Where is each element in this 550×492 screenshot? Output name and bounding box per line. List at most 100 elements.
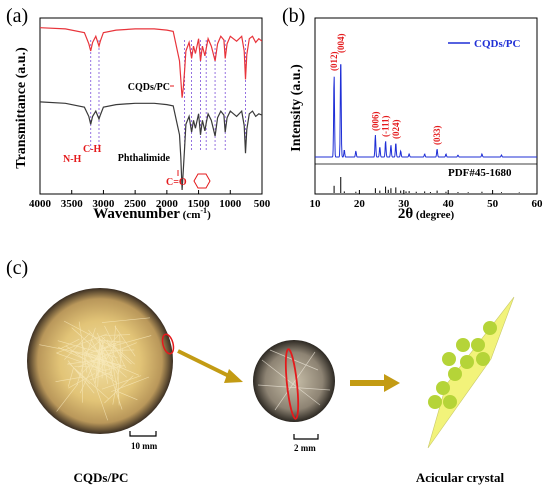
panel-label-c: (c): [6, 257, 28, 279]
crystal-dot-5: [442, 352, 456, 366]
fibre-strand: [111, 325, 116, 375]
crystal-dot-7: [436, 381, 450, 395]
fibre-strand: [102, 334, 131, 336]
fibre-strand: [111, 376, 150, 392]
fibre-strand: [101, 365, 125, 372]
peak-label-1: (004): [336, 34, 346, 54]
panel-a-label-top: CQDs/PC: [128, 82, 170, 93]
crystal-dot-4: [460, 355, 474, 369]
fibre-strand: [97, 337, 101, 387]
fibre-strand: [90, 360, 112, 367]
fibre-strand: [94, 342, 101, 384]
series-line-cqds-pc: [40, 27, 262, 98]
x-tick-label-b-5: 60: [532, 198, 544, 210]
fibre-strand: [101, 375, 142, 390]
x-tick-label-a-0: 4000: [29, 198, 52, 210]
fibre-strand: [99, 341, 114, 380]
fibre-strand: [111, 359, 120, 404]
x-tick-label-b-3: 40: [443, 198, 455, 210]
panel-label-a: (a): [6, 5, 28, 27]
series-line-phthalimide: [40, 101, 262, 191]
x-tick-label-b-1: 20: [354, 198, 366, 210]
fibre-strand: [71, 327, 107, 359]
fibre-strand: [60, 338, 80, 349]
fibre-strand: [88, 329, 116, 363]
fibre-strand: [109, 373, 123, 410]
fibre-strand: [58, 347, 88, 361]
panel-b-ylabel: Intensity (a.u.): [289, 64, 304, 152]
scale-label-10mm: 10 mm: [131, 441, 158, 451]
annotation-arrows: [170, 85, 179, 176]
annotation-nh: N-H: [63, 154, 82, 165]
x-tick-label-a-3: 2500: [124, 198, 147, 210]
fibre-strand: [68, 367, 74, 387]
fibre-strand: [106, 339, 135, 365]
x-tick-label-a-5: 1500: [188, 198, 211, 210]
x-tick-label-a-6: 1000: [219, 198, 242, 210]
fibre-strand: [68, 362, 109, 400]
fibre-strand: [69, 350, 122, 366]
panel-b-xrd-chart: 10 20 30 40 50 60 (012)(004) (006) (-111) (024) (0…: [310, 17, 544, 210]
crystal-dot-0: [483, 321, 497, 335]
acicular-crystal-diagram: [427, 296, 515, 449]
photo-cqds-pc: [27, 288, 175, 434]
photo-magnified: [253, 340, 335, 422]
fibre-strand: [93, 349, 135, 352]
peak-label-0: (012): [329, 52, 339, 72]
benzene-ring-icon: [193, 173, 211, 189]
pdf-label: PDF#45-1680: [448, 167, 512, 179]
x-tick-label-a-7: 500: [254, 198, 271, 210]
caption-cqds-pc: CQDs/PC: [74, 470, 129, 485]
peak-label-2: (006): [370, 112, 380, 132]
panel-a-label-bottom: Phthalimide: [118, 153, 171, 164]
fibre-strand: [83, 351, 117, 371]
panel-b-frame: [314, 17, 538, 195]
peak-label-4: (024): [391, 120, 401, 140]
panel-b-legend: CQDs/PC: [448, 38, 521, 50]
x-tick-label-a-1: 3500: [61, 198, 84, 210]
fibre-strand: [76, 327, 96, 385]
peak-label-5: (033): [432, 126, 442, 146]
x-tick-label-a-4: 2000: [156, 198, 179, 210]
crystal-dot-6: [448, 367, 462, 381]
fibre-strand: [92, 368, 114, 377]
peak-label-3: (-111): [381, 115, 391, 137]
fibre-strand: [117, 391, 138, 401]
annotation-co: C=O: [166, 177, 187, 188]
crystal-dot-8: [443, 395, 457, 409]
fibre-strand: [89, 372, 111, 381]
scale-bar-10mm: [129, 431, 157, 437]
x-tick-label-b-4: 50: [487, 198, 499, 210]
fibre-strand: [63, 320, 116, 349]
fibre-strand: [96, 332, 119, 376]
fibre-strand: [74, 368, 91, 385]
arrow-1-icon: [177, 349, 243, 383]
scale-bar-2mm: [293, 434, 319, 440]
series-line-cqds-pc-xrd: [315, 64, 537, 158]
crystal-dot-2: [476, 352, 490, 366]
legend-label: CQDs/PC: [474, 38, 521, 50]
panel-a-ylabel: Transmittance (a.u.): [14, 47, 29, 169]
crystal-dot-9: [428, 395, 442, 409]
fibre-strand: [91, 353, 113, 368]
caption-acicular-crystal: Acicular crystal: [416, 470, 505, 485]
crystal-dot-1: [471, 338, 485, 352]
fibre-strand: [56, 383, 79, 412]
fibre-strand: [77, 342, 137, 368]
fibre-strand: [55, 376, 85, 382]
fibre-strand: [104, 325, 126, 369]
x-tick-label-b-2: 30: [398, 198, 410, 210]
fibre-strand: [119, 335, 121, 360]
panel-a-frame: [39, 17, 263, 195]
crystal-dot-3: [456, 338, 470, 352]
fibre-strand: [101, 317, 151, 323]
panel-a-xlabel: Wavenumber (cm-1): [93, 206, 211, 222]
fibre-strand: [96, 335, 152, 351]
scale-label-2mm: 2 mm: [294, 443, 316, 453]
panel-a-ftir-chart: 4000 3500 3000 2500 2000 1500 1000 500: [29, 17, 271, 210]
fibre-strand: [84, 336, 106, 354]
panel-label-b: (b): [282, 5, 305, 27]
annotation-ch: C-H: [83, 144, 102, 155]
panel-b-xlabel: 2θ (degree): [398, 206, 455, 222]
